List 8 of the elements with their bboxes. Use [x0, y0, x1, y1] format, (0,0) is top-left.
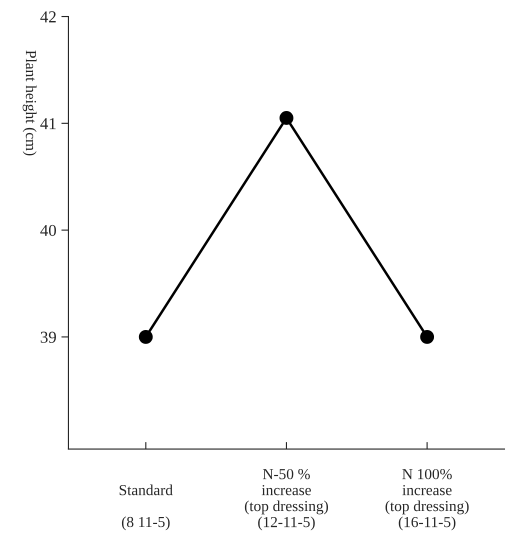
- y-tick-label: 41: [40, 118, 56, 130]
- category-label: Standard (8 11-5): [120, 484, 173, 530]
- y-tick-label: 40: [40, 224, 56, 236]
- x-tick-label: N 100% increase (top dressing) (16-11-5): [386, 468, 469, 530]
- y-tick-label: 42: [40, 11, 56, 22]
- y-tick-label: 39: [40, 332, 56, 343]
- y-axis-title: Plant height (cm): [22, 50, 37, 156]
- x-tick-label: N-50 % increase (top dressing) (12-11-5): [244, 468, 328, 530]
